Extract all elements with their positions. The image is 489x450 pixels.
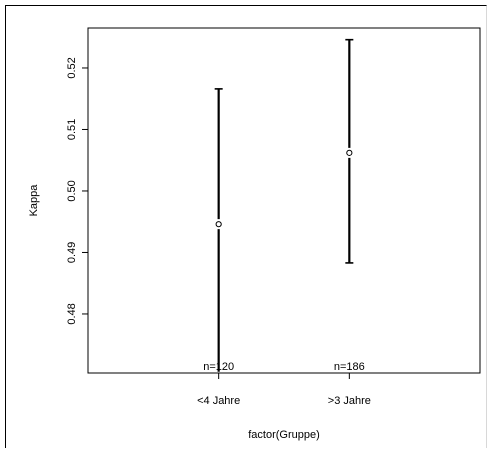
y-axis: 0.48 0.49 0.50 0.51 0.52 bbox=[66, 57, 88, 325]
error-bar-1 bbox=[214, 88, 223, 372]
sample-size-label: n=186 bbox=[334, 361, 365, 373]
point-estimate bbox=[346, 149, 353, 156]
x-tick-label: >3 Jahre bbox=[328, 395, 371, 407]
error-bars bbox=[214, 38, 354, 372]
x-tick-label: <4 Jahre bbox=[197, 395, 240, 407]
y-tick-label: 0.48 bbox=[66, 303, 78, 324]
annotations: n=120 n=186 bbox=[203, 361, 365, 373]
sample-size-label: n=120 bbox=[203, 361, 234, 373]
figure-frame bbox=[5, 5, 487, 448]
plot-area bbox=[87, 27, 481, 374]
x-axis: <4 Jahre >3 Jahre bbox=[197, 373, 371, 407]
y-tick-label: 0.52 bbox=[66, 57, 78, 78]
y-tick-label: 0.49 bbox=[66, 242, 78, 263]
point-estimate bbox=[215, 221, 222, 228]
y-tick-label: 0.51 bbox=[66, 119, 78, 140]
error-bar-2 bbox=[345, 38, 354, 264]
y-tick-label: 0.50 bbox=[66, 180, 78, 201]
y-axis-title: Kappa bbox=[28, 184, 40, 217]
x-axis-title: factor(Gruppe) bbox=[248, 429, 320, 441]
